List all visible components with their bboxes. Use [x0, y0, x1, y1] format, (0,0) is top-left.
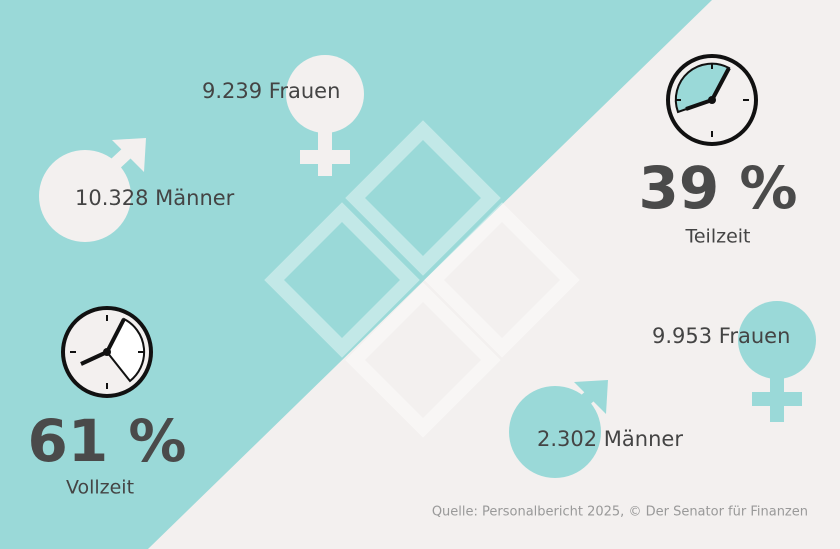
- men-count: 2.302 Männer: [537, 427, 683, 451]
- teal-panel: [0, 0, 712, 549]
- female-icon: [738, 301, 816, 422]
- men-count: 10.328 Männer: [75, 186, 235, 210]
- source: Quelle: Personalbericht 2025, © Der Sena…: [432, 505, 808, 520]
- caption: Teilzeit: [684, 226, 750, 248]
- percent: 39 %: [638, 154, 797, 222]
- female-icon: [286, 55, 364, 176]
- male-icon: [509, 380, 608, 478]
- women-count: 9.953 Frauen: [652, 324, 790, 348]
- diamonds: [264, 120, 580, 438]
- male-icon: [39, 138, 146, 242]
- women-count: 9.239 Frauen: [202, 79, 340, 103]
- caption: Vollzeit: [66, 477, 134, 499]
- clock-icon: [666, 54, 758, 146]
- percent: 61 %: [27, 407, 186, 475]
- clock-icon: [61, 306, 153, 398]
